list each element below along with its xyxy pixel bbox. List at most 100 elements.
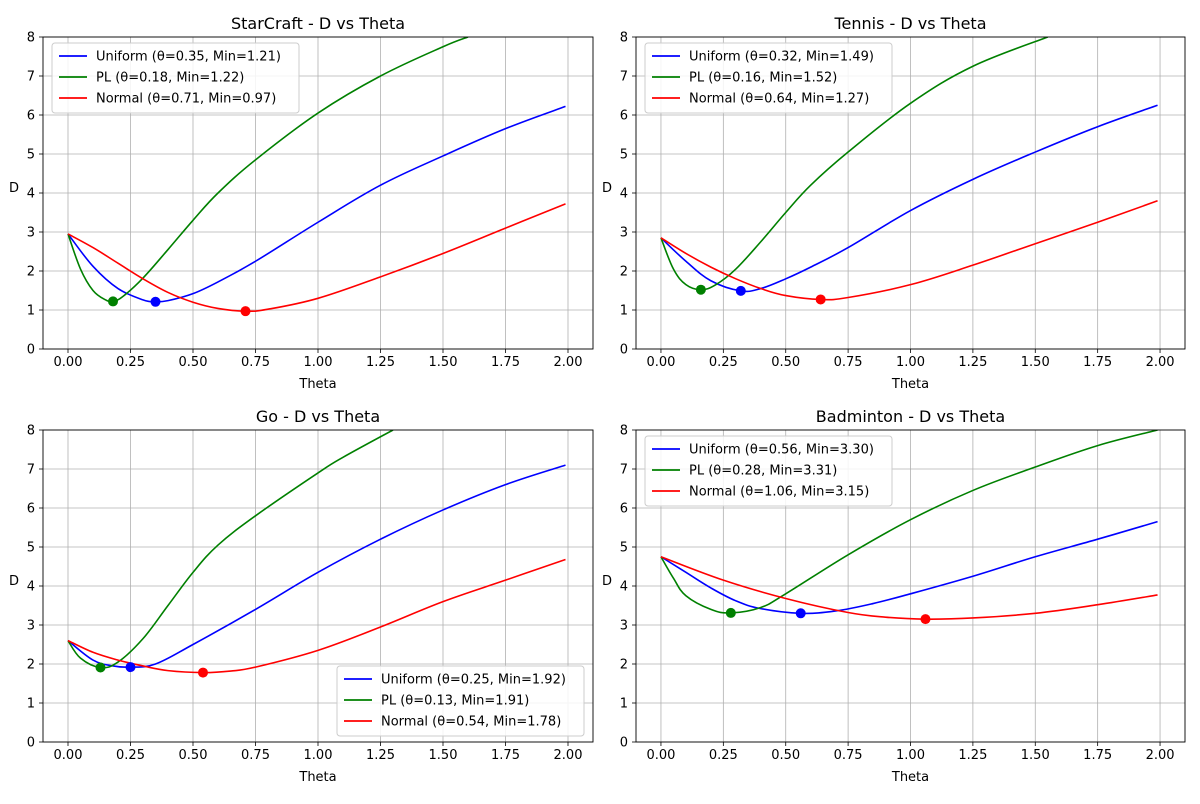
legend-entry-3: Normal (θ=0.71, Min=0.97) bbox=[96, 92, 276, 107]
x-tick-label: 1.50 bbox=[1021, 355, 1050, 370]
chart-panel-3: 0.00 0.25 0.50 0.75 1.00 1.25 1.50 1.75 2.00 0 1 2 3… bbox=[9, 407, 594, 785]
y-tick-label: 1 bbox=[27, 697, 35, 712]
min-point-marker-2 bbox=[95, 662, 106, 673]
legend-entry-3: Normal (θ=0.54, Min=1.78) bbox=[381, 715, 561, 730]
y-tick-label: 7 bbox=[27, 463, 35, 478]
y-axis-label: D bbox=[9, 181, 19, 196]
chart-panel-2: 0.00 0.25 0.50 0.75 1.00 1.25 1.50 1.75 2.00 0 1 2 3… bbox=[602, 14, 1186, 392]
x-tick-label: 1.75 bbox=[1083, 748, 1112, 763]
x-tick-label: 0.75 bbox=[834, 355, 863, 370]
series-line-1 bbox=[660, 104, 1158, 293]
y-tick-label: 0 bbox=[620, 736, 628, 751]
y-tick-label: 1 bbox=[620, 304, 628, 319]
x-tick-label: 1.75 bbox=[491, 355, 520, 370]
min-point-marker-3 bbox=[815, 294, 826, 305]
min-point-marker-2 bbox=[695, 284, 706, 295]
x-tick-label: 0.25 bbox=[116, 355, 145, 370]
x-tick-label: 1.25 bbox=[366, 355, 395, 370]
y-tick-label: 6 bbox=[27, 502, 35, 517]
y-tick-label: 1 bbox=[27, 304, 35, 319]
y-tick-label: 7 bbox=[27, 70, 35, 85]
x-tick-label: 2.00 bbox=[554, 748, 583, 763]
x-tick-label: 0.00 bbox=[646, 355, 675, 370]
legend-entry-1: Uniform (θ=0.32, Min=1.49) bbox=[689, 50, 874, 65]
y-tick-label: 4 bbox=[620, 187, 628, 202]
y-tick-label: 0 bbox=[27, 343, 35, 358]
y-tick-label: 2 bbox=[620, 658, 628, 673]
chart-title: StarCraft - D vs Theta bbox=[231, 14, 405, 33]
x-tick-label: 0.75 bbox=[241, 355, 270, 370]
x-tick-label: 0.00 bbox=[54, 355, 83, 370]
x-tick-label: 1.25 bbox=[958, 748, 987, 763]
y-tick-label: 5 bbox=[620, 541, 628, 556]
y-tick-label: 7 bbox=[620, 463, 628, 478]
min-point-marker-3 bbox=[920, 614, 931, 625]
x-tick-label: 0.25 bbox=[116, 748, 145, 763]
y-tick-label: 2 bbox=[620, 265, 628, 280]
x-tick-label: 0.25 bbox=[709, 748, 738, 763]
y-tick-label: 7 bbox=[620, 70, 628, 85]
y-axis-label: D bbox=[602, 181, 612, 196]
y-tick-label: 0 bbox=[620, 343, 628, 358]
x-tick-label: 0.50 bbox=[179, 748, 208, 763]
y-axis-label: D bbox=[9, 574, 19, 589]
series-line-2 bbox=[67, 37, 469, 303]
x-axis-label: Theta bbox=[298, 770, 336, 785]
min-point-marker-3 bbox=[198, 667, 208, 678]
series-group bbox=[660, 430, 1158, 620]
legend-box bbox=[336, 665, 585, 737]
x-tick-label: 0.50 bbox=[179, 355, 208, 370]
series-line-2 bbox=[660, 37, 1049, 291]
x-tick-label: 1.25 bbox=[958, 355, 987, 370]
y-tick-label: 4 bbox=[620, 580, 628, 595]
x-tick-label: 1.50 bbox=[429, 355, 458, 370]
x-tick-label: 2.00 bbox=[1146, 355, 1175, 370]
y-tick-label: 6 bbox=[620, 502, 628, 517]
y-tick-label: 6 bbox=[27, 109, 35, 124]
plot-frame bbox=[635, 429, 1186, 743]
legend-box bbox=[644, 435, 893, 507]
x-tick-label: 1.50 bbox=[1021, 748, 1050, 763]
y-tick-label: 8 bbox=[27, 31, 35, 46]
series-line-3 bbox=[67, 558, 566, 674]
x-axis-label: Theta bbox=[891, 377, 929, 392]
y-tick-label: 1 bbox=[620, 697, 628, 712]
x-tick-label: 1.75 bbox=[1083, 355, 1112, 370]
x-tick-label: 1.75 bbox=[491, 748, 520, 763]
x-tick-label: 2.00 bbox=[554, 355, 583, 370]
series-line-1 bbox=[67, 105, 566, 303]
legend-entry-1: Uniform (θ=0.25, Min=1.92) bbox=[381, 673, 566, 688]
y-tick-label: 0 bbox=[27, 736, 35, 751]
y-tick-label: 8 bbox=[620, 31, 628, 46]
x-tick-label: 0.00 bbox=[54, 748, 83, 763]
y-axis-label: D bbox=[602, 574, 612, 589]
min-point-marker-1 bbox=[125, 662, 136, 673]
x-axis-label: Theta bbox=[891, 770, 929, 785]
y-tick-label: 3 bbox=[620, 619, 628, 634]
x-tick-label: 0.25 bbox=[709, 355, 738, 370]
y-tick-label: 5 bbox=[27, 541, 35, 556]
series-line-3 bbox=[67, 203, 566, 313]
x-tick-label: 1.50 bbox=[429, 748, 458, 763]
min-point-marker-1 bbox=[150, 296, 161, 307]
legend: Uniform (θ=0.25, Min=1.92) PL (θ=0.13, Mi… bbox=[336, 665, 585, 737]
y-tick-label: 8 bbox=[620, 424, 628, 439]
y-tick-label: 6 bbox=[620, 109, 628, 124]
chart-title: Go - D vs Theta bbox=[256, 407, 380, 426]
y-tick-label: 5 bbox=[27, 148, 35, 163]
y-tick-label: 3 bbox=[27, 619, 35, 634]
legend-entry-2: PL (θ=0.18, Min=1.22) bbox=[96, 71, 244, 86]
legend-entry-2: PL (θ=0.16, Min=1.52) bbox=[689, 71, 837, 86]
legend: Uniform (θ=0.56, Min=3.30) PL (θ=0.28, Mi… bbox=[644, 435, 893, 507]
x-tick-label: 2.00 bbox=[1146, 748, 1175, 763]
x-tick-label: 1.25 bbox=[366, 748, 395, 763]
min-point-marker-1 bbox=[735, 285, 746, 296]
chart-title: Tennis - D vs Theta bbox=[833, 14, 986, 33]
legend-entry-1: Uniform (θ=0.35, Min=1.21) bbox=[96, 50, 281, 65]
y-tick-label: 3 bbox=[620, 226, 628, 241]
x-tick-label: 0.00 bbox=[646, 748, 675, 763]
y-tick-label: 3 bbox=[27, 226, 35, 241]
y-tick-label: 5 bbox=[620, 148, 628, 163]
